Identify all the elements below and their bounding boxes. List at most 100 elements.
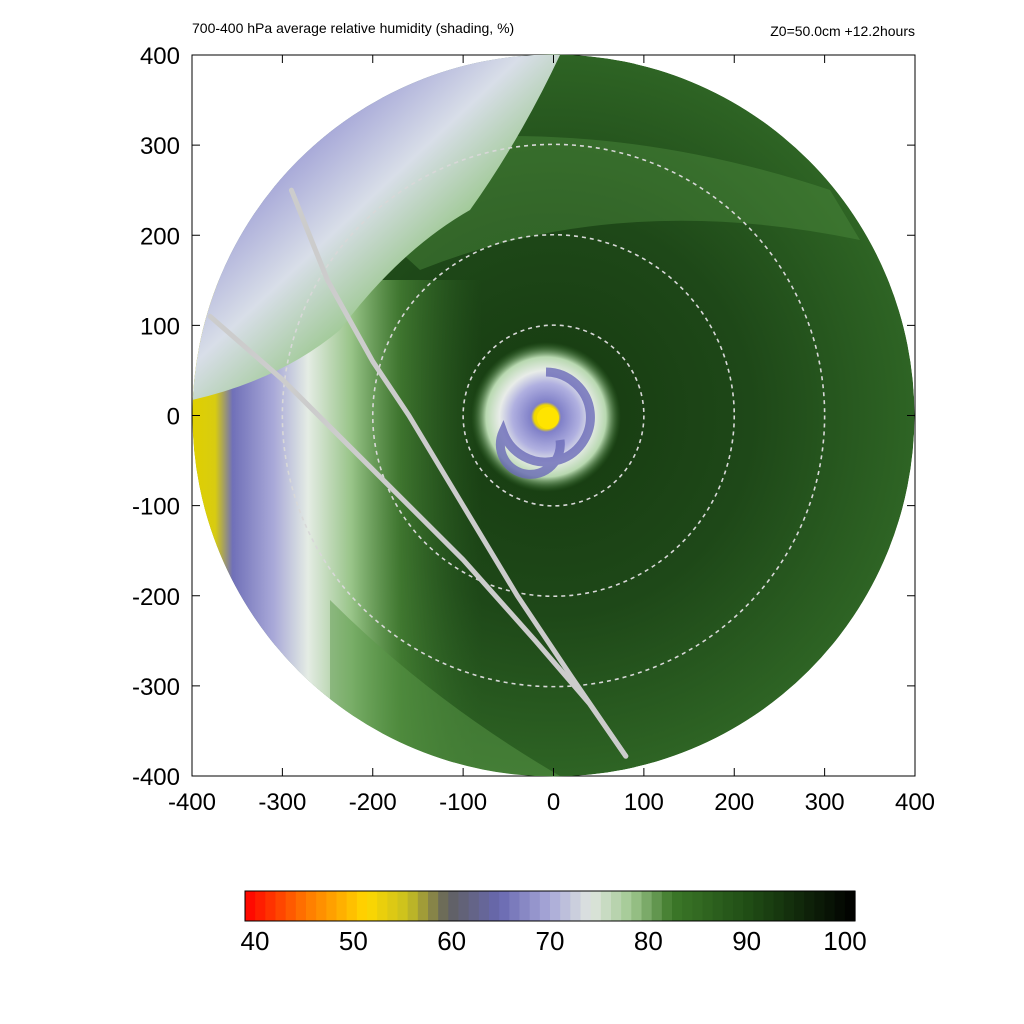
y-tick-label: 100	[140, 313, 180, 340]
colorbar-swatch	[387, 891, 399, 921]
colorbar-swatch	[692, 891, 704, 921]
colorbar-swatch	[265, 891, 277, 921]
colorbar-swatch	[448, 891, 460, 921]
colorbar-swatch	[631, 891, 643, 921]
colorbar-swatch	[773, 891, 785, 921]
x-tick-label: 300	[805, 789, 845, 816]
chart-subtitle: Z0=50.0cm +12.2hours	[770, 23, 915, 39]
colorbar-swatch	[306, 891, 317, 921]
colorbar-swatch	[702, 891, 714, 921]
colorbar-swatch	[560, 891, 571, 921]
colorbar-swatch	[722, 891, 734, 921]
colorbar-swatch	[428, 891, 439, 921]
colorbar-swatch	[844, 891, 856, 921]
range-rings	[281, 143, 826, 688]
colorbar-tick-label: 80	[634, 926, 663, 956]
colorbar-swatch	[570, 891, 582, 921]
colorbar-tick-label: 100	[823, 926, 866, 956]
colorbar-swatch	[407, 891, 419, 921]
colorbar-swatch	[814, 891, 826, 921]
x-tick-label: 0	[547, 789, 560, 816]
colorbar-swatch	[539, 891, 551, 921]
colorbar-tick-label: 40	[241, 926, 270, 956]
colorbar-tick-label: 90	[732, 926, 761, 956]
colorbar-swatch	[417, 891, 429, 921]
x-tick-label: 100	[624, 789, 664, 816]
colorbar-swatch	[550, 891, 561, 921]
colorbar-swatch	[397, 891, 409, 921]
y-tick-label: -400	[132, 764, 180, 791]
colorbar-swatch	[489, 891, 500, 921]
colorbar-tick-label: 70	[536, 926, 565, 956]
colorbar-swatch	[763, 891, 775, 921]
y-tick-label: 200	[140, 223, 180, 250]
x-tick-label: -400	[168, 789, 216, 816]
colorbar-swatch	[641, 891, 653, 921]
x-tick-label: 400	[895, 789, 935, 816]
y-tick-label: 400	[140, 43, 180, 70]
colorbar-frame	[244, 890, 856, 922]
axes: -400 -300 -200 -100 0 100 200 300 400 400 300 200 10…	[132, 43, 935, 816]
colorbar-swatch	[804, 891, 815, 921]
colorbar-swatch	[783, 891, 795, 921]
colorbar-swatch	[712, 891, 724, 921]
humidity-southwest-band	[330, 600, 560, 776]
colorbar-tick-label: 50	[339, 926, 368, 956]
x-tick-label: 200	[714, 789, 754, 816]
colorbar-swatch	[621, 891, 632, 921]
colorbar-swatch	[590, 891, 602, 921]
colorbar-swatch	[611, 891, 622, 921]
colorbar-swatch	[580, 891, 592, 921]
colorbar-tick-label: 60	[437, 926, 466, 956]
storm-track-2	[288, 187, 629, 759]
colorbar-swatch	[743, 891, 754, 921]
chart-title: 700-400 hPa average relative humidity (s…	[192, 20, 514, 36]
colorbar-swatch	[600, 891, 612, 921]
storm-tracks	[207, 187, 629, 759]
colorbar-swatch	[367, 891, 378, 921]
colorbar-swatch	[834, 891, 846, 921]
colorbar-swatch	[285, 891, 297, 921]
colorbar-swatch	[794, 891, 805, 921]
colorbar-swatch	[245, 891, 256, 921]
colorbar-swatch	[682, 891, 693, 921]
colorbar-swatch	[753, 891, 765, 921]
y-tick-label: -200	[132, 584, 180, 611]
colorbar: 40 50 60 70 80 90 100	[241, 890, 867, 956]
colorbar-swatch	[672, 891, 683, 921]
colorbar-swatch	[499, 891, 510, 921]
colorbar-swatch	[478, 891, 490, 921]
colorbar-swatch	[275, 891, 287, 921]
colorbar-swatch	[326, 891, 338, 921]
y-tick-label: 0	[167, 404, 180, 431]
colorbar-swatch	[316, 891, 327, 921]
humidity-spiral-band	[495, 367, 595, 479]
colorbar-swatch	[509, 891, 521, 921]
colorbar-swatch	[295, 891, 307, 921]
colorbar-swatch	[336, 891, 348, 921]
colorbar-swatch	[733, 891, 744, 921]
colorbar-swatch	[529, 891, 541, 921]
colorbar-swatch	[438, 891, 449, 921]
y-tick-label: -100	[132, 494, 180, 521]
colorbar-swatch	[661, 891, 673, 921]
x-tick-label: -300	[258, 789, 306, 816]
colorbar-swatch	[377, 891, 388, 921]
x-tick-label: -100	[439, 789, 487, 816]
colorbar-swatch	[346, 891, 358, 921]
range-ring-100	[462, 324, 645, 507]
colorbar-swatch	[255, 891, 266, 921]
y-tick-label: -300	[132, 674, 180, 701]
humidity-field	[192, 54, 915, 777]
colorbar-swatch	[519, 891, 531, 921]
colorbar-swatch	[824, 891, 836, 921]
range-ring-200	[371, 233, 736, 598]
colorbar-swatch	[651, 891, 663, 921]
range-ring-300	[281, 143, 826, 688]
y-tick-label: 300	[140, 133, 180, 160]
x-tick-label: -200	[349, 789, 397, 816]
colorbar-swatch	[458, 891, 470, 921]
colorbar-swatch	[468, 891, 480, 921]
humidity-eye-dot	[537, 407, 559, 429]
